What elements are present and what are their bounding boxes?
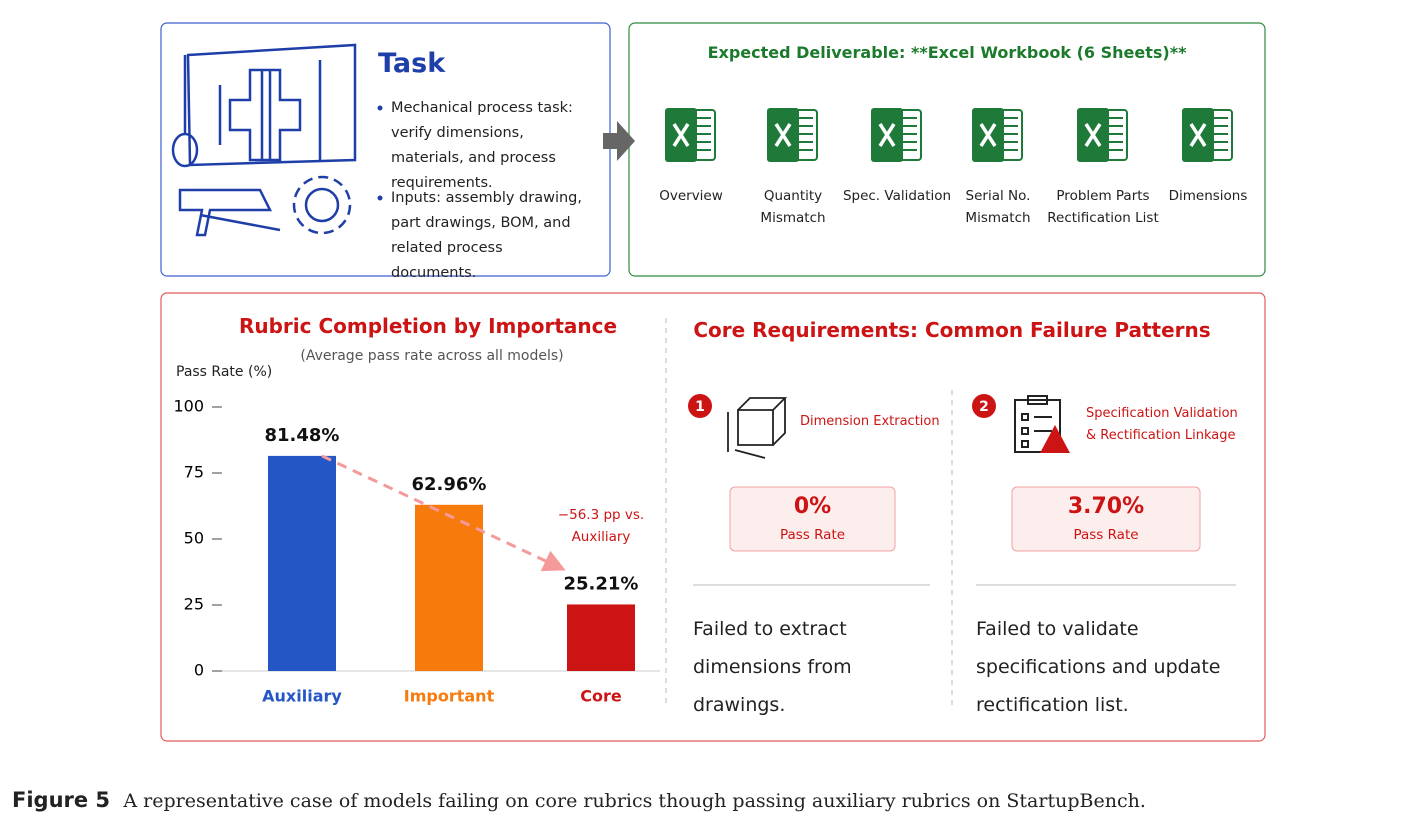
chart-subtitle: (Average pass rate across all models) [300, 348, 564, 364]
y-tick-label: 100 [173, 397, 204, 416]
excel-icon [767, 108, 818, 162]
value-label: 25.21% [564, 573, 639, 594]
sheet-name: Quantity Mismatch [760, 188, 826, 226]
sheet-name: Overview [659, 188, 723, 204]
failures-title: Core Requirements: Common Failure Patter… [693, 318, 1211, 342]
chart-title: Rubric Completion by Importance [238, 314, 618, 338]
failure-description: Failed to validate specifications and up… [976, 618, 1221, 716]
x-tick-label: Core [580, 687, 622, 706]
rate-box [1011, 486, 1201, 552]
bar [567, 604, 635, 671]
sheet-name: Problem Parts Rectification List [1047, 188, 1159, 226]
icon-x [979, 123, 997, 147]
failure-description: Failed to extract dimensions from drawin… [693, 618, 852, 716]
bar-chart: 0 25 50 75 100 81.48% Auxiliary 62.96% Important… [173, 397, 660, 706]
icon-x [774, 123, 792, 147]
sheet-name: Spec. Validation [842, 188, 952, 204]
bar [415, 504, 483, 671]
excel-icon [1077, 108, 1128, 162]
x-tick-label: Auxiliary [262, 687, 342, 706]
value-label: 62.96% [412, 474, 487, 495]
task-bullet: Mechanical process task: verify dimensio… [391, 100, 573, 191]
failure-label: Dimension Extraction [800, 414, 940, 429]
deliverable-panel [628, 22, 1266, 277]
x-tick-label: Important [404, 687, 495, 706]
bullet-dot [377, 105, 383, 111]
excel-icon [972, 108, 1023, 162]
trend-arrowhead [540, 550, 566, 572]
task-panel [160, 22, 611, 277]
annotation: −56.3 pp vs. Auxiliary [557, 507, 645, 546]
y-tick-label: 75 [184, 463, 204, 482]
icon-x [1189, 123, 1207, 147]
icon-x [1084, 123, 1102, 147]
rate-box [729, 486, 896, 552]
pass-rate-label: Pass Rate [779, 527, 846, 543]
y-tick-label: 50 [184, 529, 204, 548]
number-badge [972, 394, 996, 418]
icon-x [878, 123, 896, 147]
caption: Figure 5 A representative case of models… [12, 788, 1146, 812]
sheet-name: Serial No. Mismatch [965, 188, 1031, 226]
task-bullet: Inputs: assembly drawing, part drawings,… [391, 190, 582, 281]
pass-rate: 0% [793, 494, 832, 519]
excel-icon [1182, 108, 1233, 162]
failure-label: Specification Validation & Rectification… [1086, 406, 1238, 443]
number: 1 [695, 399, 705, 415]
y-axis-label: Pass Rate (%) [176, 364, 273, 380]
deliverable-title: Expected Deliverable: **Excel Workbook (… [707, 43, 1187, 62]
bar [268, 455, 336, 671]
flow-arrow [603, 121, 635, 161]
y-tick-label: 0 [194, 661, 204, 680]
caption-text: A representative case of models failing … [123, 790, 1146, 812]
warning-icon [1040, 425, 1070, 453]
sheet-name: Dimensions [1168, 188, 1248, 204]
trend-arrow [321, 454, 554, 566]
y-tick-label: 25 [184, 595, 204, 614]
number: 2 [979, 399, 989, 415]
blueprint-illustration [171, 43, 357, 237]
task-title: Task [378, 48, 446, 79]
pass-rate-label: Pass Rate [1073, 527, 1139, 543]
excel-icon [871, 108, 922, 162]
excel-icon [665, 108, 716, 162]
cube-icon [727, 397, 788, 459]
icon-x [672, 123, 690, 147]
caption-label: Figure 5 [12, 788, 111, 812]
value-label: 81.48% [265, 425, 340, 446]
number-badge [688, 394, 712, 418]
bullet-dot [377, 195, 383, 201]
pass-rate: 3.70% [1067, 494, 1145, 519]
